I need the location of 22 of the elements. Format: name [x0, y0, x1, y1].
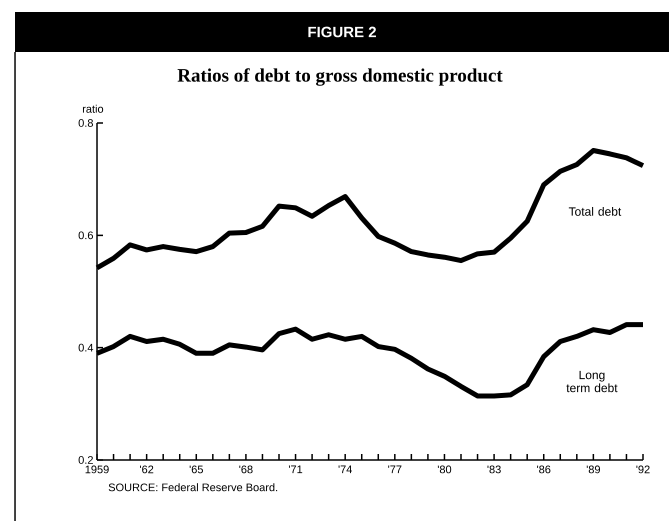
x-tick-label: '68	[239, 466, 253, 474]
y-tick-label: 0.4	[78, 344, 94, 352]
y-tick-label: 0.8	[78, 119, 93, 127]
y-tick-label: 0.2	[78, 456, 93, 464]
x-tick-label: '86	[537, 466, 550, 474]
y-tick-label: 0.6	[78, 231, 93, 240]
x-tick-label: '77	[388, 466, 402, 474]
x-tick-label: '71	[288, 466, 302, 474]
text: Total debt	[568, 206, 622, 216]
x-tick-label: '74	[338, 466, 352, 474]
chart-subtitle: Ratios of debt to gross domestic product	[178, 68, 503, 86]
chart-title: FIGURE 2	[308, 26, 376, 38]
x-tick-label: '80	[438, 466, 452, 474]
text: Long term debt	[566, 370, 618, 392]
x-tick-label: '65	[190, 466, 203, 474]
x-tick-label: '92	[636, 466, 650, 474]
x-tick-label: '83	[487, 466, 501, 474]
source-note: SOURCE: Federal Reserve Board.	[108, 483, 278, 492]
y-axis-title: ratio	[82, 104, 104, 113]
x-tick-label: '62	[140, 466, 154, 474]
x-tick-label: '89	[586, 466, 600, 474]
x-tick-label: 1959	[86, 466, 109, 474]
